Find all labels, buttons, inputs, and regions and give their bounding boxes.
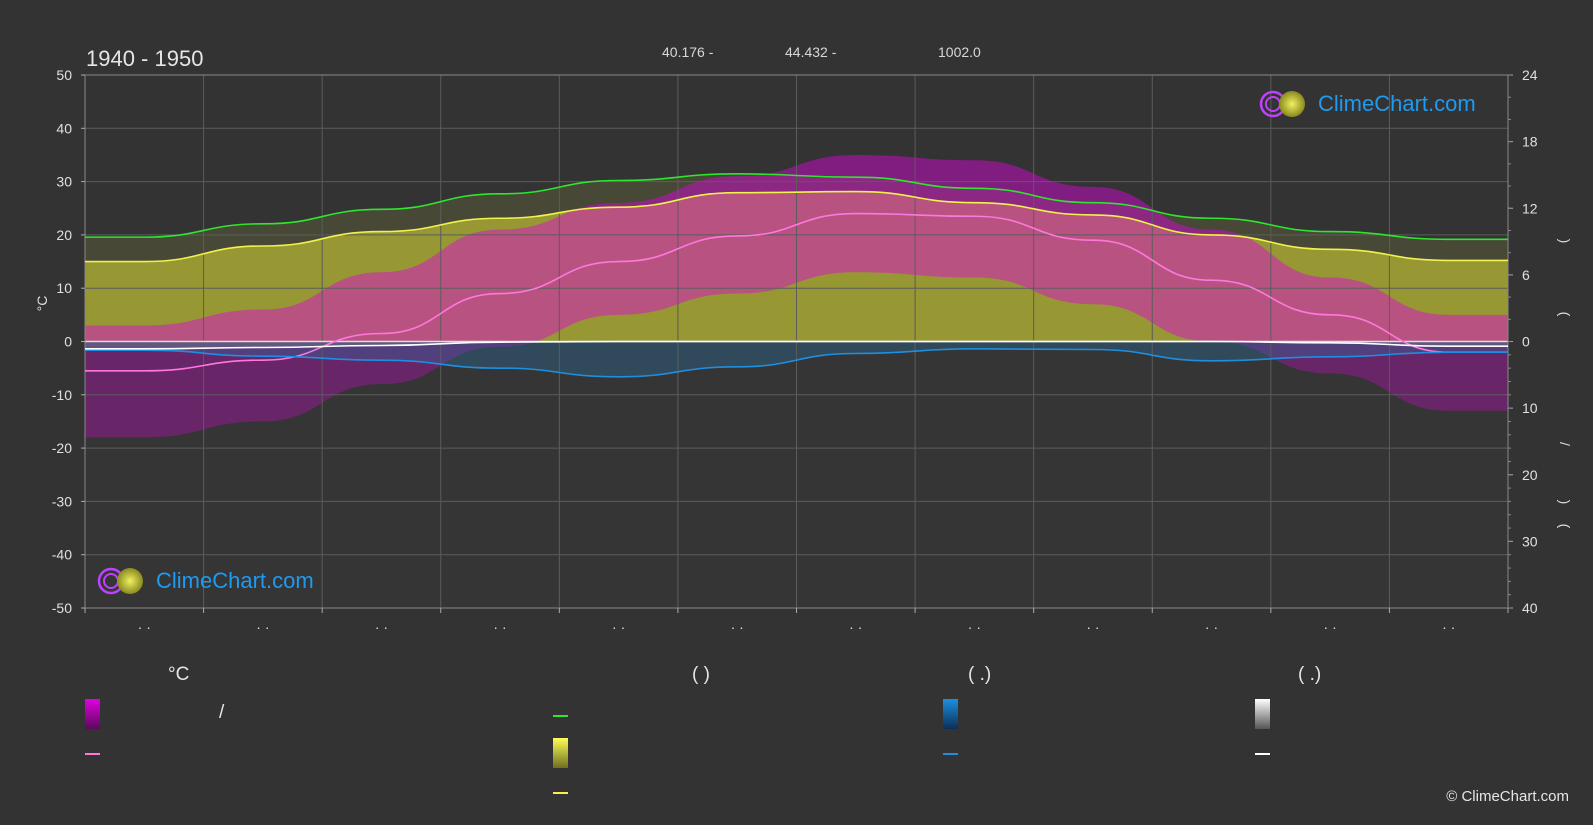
y-right-axis-mark: )	[1557, 239, 1573, 244]
legend-snow-range-swatch	[1255, 699, 1270, 729]
y-left-tick-label: 20	[56, 227, 72, 243]
y-right-axis-mark: (	[1557, 524, 1573, 529]
logo-icon	[1259, 90, 1305, 118]
y-right-axis-mark: )	[1557, 500, 1573, 505]
logo-icon	[97, 567, 143, 595]
x-tick-label: · ·	[256, 619, 269, 635]
x-tick-label: · ·	[849, 619, 862, 635]
x-tick-label: · ·	[493, 619, 506, 635]
y-right-top-tick-label: 12	[1522, 200, 1538, 216]
y-left-tick-label: 0	[64, 334, 72, 350]
y-right-top-tick-label: 6	[1522, 267, 1530, 283]
x-tick-label: · ·	[138, 619, 151, 635]
y-left-tick-label: -10	[52, 387, 72, 403]
y-left-tick-label: 40	[56, 120, 72, 136]
legend-sunshine-swatch	[553, 792, 568, 794]
legend-day-length-swatch	[553, 715, 568, 717]
y-left-tick-label: -30	[52, 493, 72, 509]
x-tick-label: · ·	[375, 619, 388, 635]
y-left-axis-label: °C	[34, 296, 50, 312]
logo-text: ClimeChart.com	[156, 568, 314, 593]
snow-line	[85, 340, 1508, 350]
legend-temp-heading: °C	[168, 664, 190, 685]
day_length-line	[85, 173, 1508, 241]
legend-precip-swatch	[943, 753, 958, 755]
x-tick-label: · ·	[1324, 619, 1337, 635]
temp_mean-line	[85, 212, 1508, 372]
y-right-axis-mark: (	[1557, 312, 1573, 317]
legend-sun-heading: ( )	[692, 664, 710, 685]
logo-top: ClimeChart.com	[1258, 89, 1476, 119]
y-left-tick-label: -40	[52, 547, 72, 563]
legend-slash: /	[219, 702, 225, 723]
y-left-tick-label: -20	[52, 440, 72, 456]
legend-temp-mean-swatch	[85, 753, 100, 755]
logo-bottom: ClimeChart.com	[96, 566, 314, 596]
legend-snow-heading: ( .)	[1298, 664, 1322, 685]
y-left-tick-label: -50	[52, 600, 72, 616]
legend-precip-range-swatch	[943, 699, 958, 729]
latitude-label: 40.176 -	[662, 44, 714, 60]
x-tick-label: · ·	[968, 619, 981, 635]
sunshine-line	[85, 190, 1508, 263]
y-right-top-tick-label: 0	[1522, 334, 1530, 350]
x-tick-label: · ·	[1086, 619, 1099, 635]
y-right-bottom-tick-label: 10	[1522, 400, 1538, 416]
legend-temp-range-swatch	[85, 699, 100, 729]
elevation-label: 1002.0	[938, 44, 981, 60]
y-left-tick-label: 50	[56, 67, 72, 83]
y-right-bottom-tick-label: 20	[1522, 467, 1538, 483]
legend-snow-swatch	[1255, 753, 1270, 755]
longitude-label: 44.432 -	[785, 44, 837, 60]
y-right-bottom-tick-label: 40	[1522, 600, 1538, 616]
precip-line	[85, 348, 1508, 378]
x-tick-label: · ·	[1442, 619, 1455, 635]
copyright: © ClimeChart.com	[1446, 788, 1569, 805]
y-right-bottom-tick-label: 30	[1522, 533, 1538, 549]
y-right-axis-mark: /	[1557, 442, 1573, 446]
y-right-top-tick-label: 18	[1522, 134, 1538, 150]
legend-sunshine-range-swatch	[553, 738, 568, 768]
x-tick-label: · ·	[612, 619, 625, 635]
year-range-title: 1940 - 1950	[86, 46, 204, 71]
legend-rain-heading: ( .)	[968, 664, 992, 685]
y-right-top-tick-label: 24	[1522, 67, 1538, 83]
y-left-tick-label: 10	[56, 280, 72, 296]
logo-text: ClimeChart.com	[1318, 91, 1476, 116]
y-left-tick-label: 30	[56, 174, 72, 190]
x-tick-label: · ·	[731, 619, 744, 635]
x-tick-label: · ·	[1205, 619, 1218, 635]
